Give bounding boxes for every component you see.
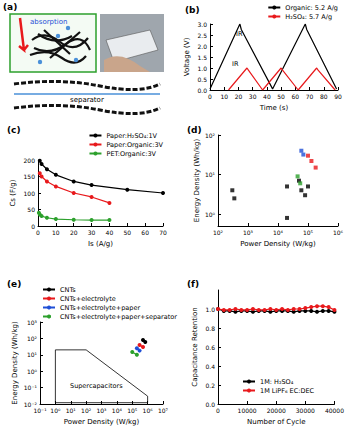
svg-text:10⁵: 10⁵	[303, 229, 314, 236]
svg-text:2.0: 2.0	[197, 43, 207, 50]
svg-text:150: 150	[24, 173, 36, 180]
svg-text:0.6: 0.6	[205, 344, 215, 351]
svg-text:10²: 10²	[27, 335, 38, 342]
svg-text:50: 50	[277, 93, 285, 100]
svg-text:Power Density (W/kg): Power Density (W/kg)	[64, 418, 140, 426]
svg-text:10: 10	[52, 229, 60, 236]
svg-text:10⁰: 10⁰	[50, 407, 61, 414]
svg-text:10000: 10000	[238, 407, 257, 414]
svg-text:Cs (F/g): Cs (F/g)	[9, 179, 17, 206]
svg-text:1.0: 1.0	[205, 306, 215, 313]
svg-text:10³: 10³	[27, 319, 38, 326]
svg-text:Supercapacitors: Supercapacitors	[70, 382, 123, 390]
svg-text:80: 80	[320, 93, 328, 100]
svg-text:(b): (b)	[185, 5, 200, 15]
svg-text:Power Density (W/kg): Power Density (W/kg)	[240, 240, 316, 248]
svg-text:10⁰: 10⁰	[27, 368, 38, 375]
svg-text:20: 20	[235, 93, 243, 100]
svg-text:10²: 10²	[81, 407, 92, 414]
svg-text:20: 20	[70, 229, 78, 236]
svg-text:60: 60	[141, 229, 149, 236]
svg-text:Energy Density (Wh/kg): Energy Density (Wh/kg)	[11, 321, 19, 405]
svg-text:10⁰: 10⁰	[205, 211, 216, 218]
svg-text:(a): (a)	[3, 2, 17, 12]
svg-text:(c): (c)	[7, 125, 21, 135]
svg-text:0.5: 0.5	[197, 76, 207, 83]
svg-text:0: 0	[208, 93, 212, 100]
svg-text:30000: 30000	[296, 407, 315, 414]
svg-text:(d): (d)	[187, 125, 202, 135]
svg-text:0: 0	[216, 407, 220, 414]
svg-text:CNTs+electrolyte+paper+separat: CNTs+electrolyte+paper+separator	[60, 313, 177, 321]
svg-text:IR: IR	[232, 60, 239, 68]
svg-text:Voltage (V): Voltage (V)	[183, 37, 191, 76]
svg-text:10⁶: 10⁶	[143, 407, 154, 414]
svg-text:70: 70	[159, 229, 167, 236]
svg-text:0.8: 0.8	[205, 325, 215, 332]
svg-text:(e): (e)	[7, 279, 21, 289]
svg-text:10²: 10²	[213, 229, 224, 236]
svg-text:IR: IR	[236, 29, 243, 38]
svg-text:10⁵: 10⁵	[127, 407, 138, 414]
svg-text:CNTs+electrolyte+paper: CNTs+electrolyte+paper	[60, 304, 140, 312]
svg-text:PET:Organic:3V: PET:Organic:3V	[106, 150, 156, 158]
svg-text:90: 90	[334, 93, 342, 100]
svg-text:Paper:H₂SO₄:1V: Paper:H₂SO₄:1V	[106, 132, 157, 140]
svg-text:10⁶: 10⁶	[333, 229, 344, 236]
svg-text:(f): (f)	[187, 279, 199, 289]
svg-text:200: 200	[24, 157, 36, 164]
svg-text:Organic: 5.2 A/g: Organic: 5.2 A/g	[285, 4, 338, 12]
svg-text:10³: 10³	[243, 229, 254, 236]
svg-text:H₂SO₄: 5.7 A/g: H₂SO₄: 5.7 A/g	[285, 13, 332, 21]
svg-text:10⁴: 10⁴	[112, 407, 123, 414]
svg-text:1M LiPF₆ EC:DEC: 1M LiPF₆ EC:DEC	[260, 387, 315, 395]
svg-text:20000: 20000	[267, 407, 286, 414]
svg-text:40: 40	[106, 229, 114, 236]
svg-text:1M: H₂SO₄: 1M: H₂SO₄	[260, 378, 294, 386]
svg-text:10¹: 10¹	[66, 407, 77, 414]
svg-text:3.0: 3.0	[197, 21, 207, 28]
svg-text:40: 40	[263, 93, 271, 100]
svg-text:30: 30	[88, 229, 96, 236]
svg-text:0.2: 0.2	[205, 382, 215, 389]
svg-text:Paper:Organic:3V: Paper:Organic:3V	[106, 141, 163, 149]
svg-text:70: 70	[306, 93, 314, 100]
svg-text:Number of Cycle: Number of Cycle	[247, 418, 305, 426]
svg-text:0.4: 0.4	[205, 363, 215, 370]
svg-text:0.0: 0.0	[205, 401, 215, 408]
svg-text:Energy Density (Wh/kg): Energy Density (Wh/kg)	[193, 139, 201, 223]
svg-text:0: 0	[31, 223, 35, 230]
svg-text:60: 60	[292, 93, 300, 100]
svg-text:10¹: 10¹	[205, 171, 216, 178]
svg-text:Time (s): Time (s)	[259, 104, 289, 112]
svg-text:40000: 40000	[325, 407, 344, 414]
svg-text:1.0: 1.0	[197, 65, 207, 72]
svg-text:10¹: 10¹	[27, 351, 38, 358]
svg-text:10⁻¹: 10⁻¹	[24, 384, 38, 391]
svg-text:0: 0	[36, 229, 40, 236]
svg-text:Capacitance Retention: Capacitance Retention	[191, 307, 199, 386]
svg-text:10⁴: 10⁴	[273, 229, 284, 236]
svg-text:2.5: 2.5	[197, 32, 207, 39]
svg-text:10: 10	[220, 93, 228, 100]
svg-text:50: 50	[27, 206, 35, 213]
svg-text:10³: 10³	[96, 407, 107, 414]
svg-text:10⁻²: 10⁻²	[23, 400, 37, 408]
svg-text:10⁻¹: 10⁻¹	[33, 407, 47, 414]
svg-text:CNTs+electrolyte: CNTs+electrolyte	[60, 295, 116, 303]
svg-text:separator: separator	[70, 96, 104, 104]
svg-text:10²: 10²	[205, 132, 216, 139]
svg-text:absorption: absorption	[30, 18, 67, 26]
svg-text:50: 50	[123, 229, 131, 236]
svg-text:100: 100	[24, 190, 36, 197]
svg-text:CNTs: CNTs	[60, 286, 76, 294]
svg-text:10⁷: 10⁷	[158, 407, 169, 414]
svg-text:1.5: 1.5	[197, 54, 207, 61]
svg-text:Is (A/g): Is (A/g)	[88, 240, 113, 248]
svg-text:30: 30	[249, 93, 257, 100]
svg-text:0.0: 0.0	[197, 87, 207, 94]
